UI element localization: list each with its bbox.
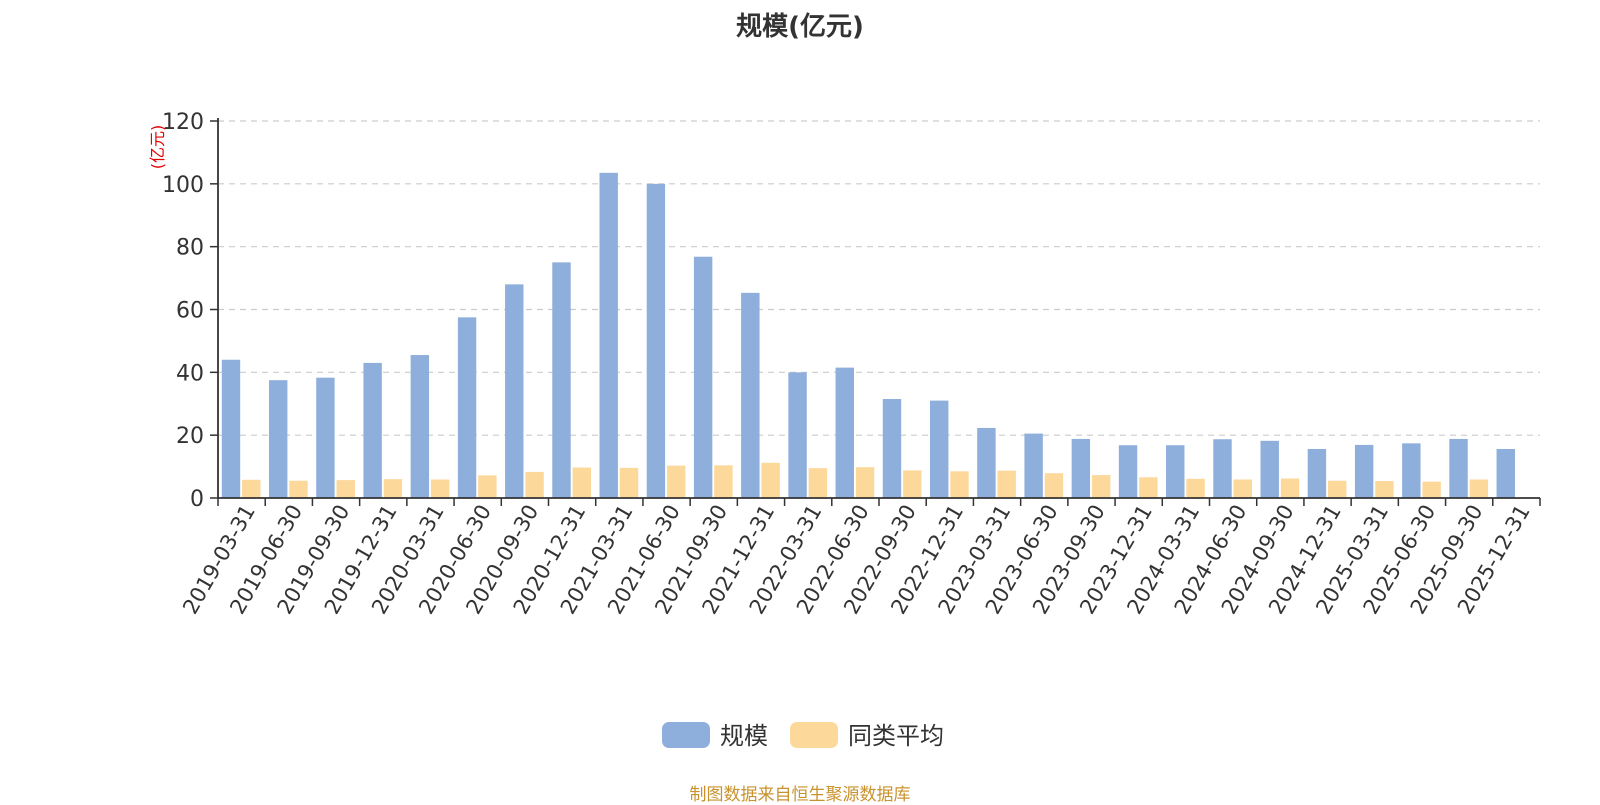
bar-规模 bbox=[977, 427, 996, 498]
bar-同类平均 bbox=[855, 467, 875, 498]
bar-规模 bbox=[1166, 445, 1185, 498]
chart-title: 规模(亿元) bbox=[736, 12, 864, 42]
bar-规模 bbox=[221, 359, 241, 498]
legend-swatch bbox=[790, 722, 838, 748]
bar-同类平均 bbox=[619, 467, 639, 498]
bar-规模 bbox=[1024, 433, 1043, 498]
y-tick-label: 100 bbox=[162, 173, 204, 198]
legend-swatch bbox=[662, 722, 710, 748]
bar-规模 bbox=[646, 183, 666, 499]
bar-同类平均 bbox=[242, 479, 261, 498]
y-tick-label: 0 bbox=[190, 487, 204, 512]
y-tick-label: 80 bbox=[176, 236, 204, 261]
y-tick-label: 120 bbox=[162, 110, 204, 135]
bar-规模 bbox=[741, 292, 760, 498]
bar-规模 bbox=[268, 380, 288, 498]
bar-同类平均 bbox=[478, 475, 497, 498]
legend-label: 同类平均 bbox=[848, 722, 944, 750]
bar-规模 bbox=[1071, 438, 1091, 498]
bar-规模 bbox=[1213, 439, 1232, 498]
bar-规模 bbox=[457, 317, 477, 498]
bar-规模 bbox=[599, 172, 618, 498]
bar-同类平均 bbox=[761, 462, 780, 498]
bar-同类平均 bbox=[1328, 480, 1347, 498]
bar-规模 bbox=[552, 262, 571, 498]
bar-同类平均 bbox=[997, 470, 1016, 498]
bar-同类平均 bbox=[430, 479, 450, 498]
bar-同类平均 bbox=[1422, 481, 1441, 498]
bar-规模 bbox=[1449, 438, 1468, 498]
bar-同类平均 bbox=[714, 465, 733, 498]
y-tick-label: 20 bbox=[176, 424, 204, 449]
bar-同类平均 bbox=[1186, 478, 1205, 498]
bar-同类平均 bbox=[289, 480, 308, 498]
bar-同类平均 bbox=[1280, 478, 1300, 498]
bar-规模 bbox=[316, 377, 335, 498]
y-axis-label: (亿元) bbox=[148, 125, 167, 170]
bar-规模 bbox=[693, 256, 713, 498]
bar-同类平均 bbox=[950, 471, 969, 498]
bar-同类平均 bbox=[525, 471, 544, 498]
bar-规模 bbox=[363, 362, 382, 498]
bar-同类平均 bbox=[1469, 479, 1489, 498]
bar-同类平均 bbox=[1233, 479, 1252, 498]
bar-同类平均 bbox=[336, 480, 355, 498]
bar-同类平均 bbox=[1139, 477, 1158, 498]
bar-同类平均 bbox=[903, 470, 922, 498]
bar-规模 bbox=[929, 400, 949, 498]
bar-同类平均 bbox=[667, 465, 686, 498]
bar-规模 bbox=[835, 367, 854, 498]
bar-同类平均 bbox=[808, 468, 828, 498]
y-tick-label: 60 bbox=[176, 299, 204, 324]
bar-同类平均 bbox=[572, 467, 591, 498]
data-source-note: 制图数据来自恒生聚源数据库 bbox=[689, 785, 911, 805]
bar-规模 bbox=[1496, 448, 1515, 498]
bar-规模 bbox=[1402, 443, 1421, 498]
bar-同类平均 bbox=[1091, 475, 1111, 498]
bar-规模 bbox=[1118, 445, 1138, 498]
bar-同类平均 bbox=[1044, 473, 1064, 498]
bar-规模 bbox=[882, 399, 902, 498]
y-tick-label: 40 bbox=[176, 361, 204, 386]
bar-规模 bbox=[788, 372, 807, 498]
legend-label: 规模 bbox=[720, 722, 768, 750]
bar-同类平均 bbox=[1375, 481, 1394, 498]
bar-规模 bbox=[410, 355, 430, 498]
bar-规模 bbox=[1307, 448, 1327, 498]
bar-同类平均 bbox=[383, 479, 403, 498]
bar-规模 bbox=[1260, 440, 1279, 498]
bar-规模 bbox=[1354, 444, 1374, 498]
bar-规模 bbox=[505, 284, 524, 498]
